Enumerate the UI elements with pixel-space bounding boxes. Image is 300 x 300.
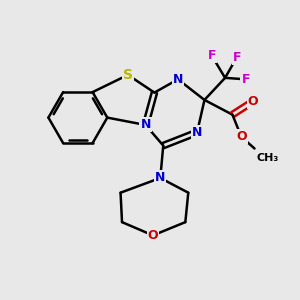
Text: N: N xyxy=(192,126,202,139)
Text: F: F xyxy=(208,49,216,62)
Text: O: O xyxy=(148,229,158,242)
Text: N: N xyxy=(140,118,151,131)
Text: F: F xyxy=(242,73,250,86)
Text: F: F xyxy=(232,51,241,64)
Text: S: S xyxy=(123,68,133,82)
Text: N: N xyxy=(173,73,183,86)
Text: CH₃: CH₃ xyxy=(256,153,278,163)
Text: O: O xyxy=(248,95,258,108)
Text: O: O xyxy=(236,130,247,143)
Text: N: N xyxy=(155,172,166,184)
